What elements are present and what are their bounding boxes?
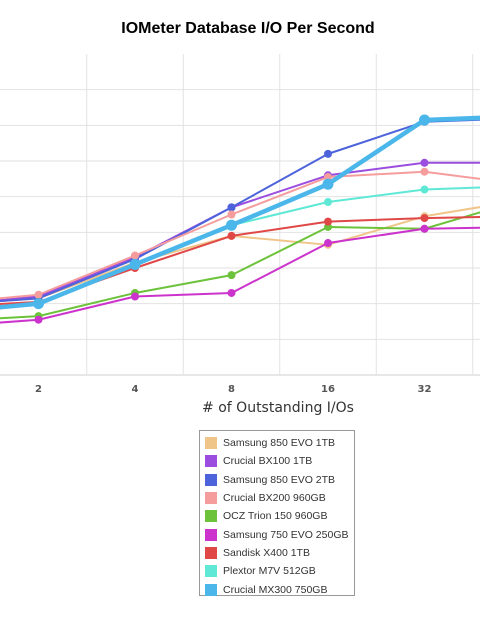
data-point [420,214,429,223]
legend-item: Crucial BX200 960GB [205,489,354,507]
series-line [0,216,480,306]
data-point [324,217,332,226]
legend-item: Samsung 850 EVO 2TB [205,471,354,489]
data-point [226,219,237,231]
x-axis-label: # of Outstanding I/Os [202,400,354,416]
legend-swatch [205,546,217,559]
x-tick-label: 32 [418,384,432,395]
data-point [419,114,430,126]
data-point [227,203,236,212]
legend: Samsung 850 EVO 1TB Crucial BX100 1TB Sams… [199,430,355,596]
legend-swatch [205,528,217,541]
x-tick-labels: 2 4 8 16 32 [35,384,431,395]
data-point [420,158,429,167]
legend-label: Samsung 850 EVO 1TB [223,437,336,450]
series-samsung-750-evo-250gb [0,224,480,324]
data-point [420,224,429,233]
plot-area: 2 4 8 16 32 [0,54,480,395]
data-point [33,298,44,310]
legend-swatch [205,437,217,450]
x-tick-label: 4 [132,384,139,395]
legend-item: Samsung 750 EVO 250GB [205,525,354,543]
legend-label: OCZ Trion 150 960GB [223,510,328,523]
series-line [0,226,480,324]
data-point [227,231,236,240]
legend-swatch [205,510,217,523]
data-point [131,292,139,301]
legend-swatch [205,583,217,596]
data-point [129,258,141,270]
legend-label: Samsung 750 EVO 250GB [223,528,349,541]
data-point [324,173,332,182]
data-point [34,290,43,299]
legend-item: OCZ Trion 150 960GB [205,507,354,525]
legend-item: Samsung 850 EVO 1TB [205,434,354,452]
legend-label: Crucial MX300 750GB [223,583,328,596]
data-point [324,198,332,207]
gridlines [0,54,480,376]
series-lines [0,114,480,324]
data-point [227,288,236,297]
data-point [324,149,332,158]
legend-swatch [205,455,217,468]
data-point [227,271,236,280]
legend-label: Crucial BX100 1TB [223,455,313,468]
data-point [324,239,332,248]
series-sandisk-x400-1tb [0,214,480,306]
legend-swatch [205,565,217,578]
chart-title: IOMeter Database I/O Per Second [121,20,375,37]
data-point [420,185,429,194]
legend-label: Plextor M7V 512GB [223,565,316,578]
legend-label: Samsung 850 EVO 2TB [223,473,336,486]
series-crucial-mx300-750gb [0,114,480,310]
legend-item: Plextor M7V 512GB [205,562,354,580]
series-ocz-trion-150-960gb [0,211,480,321]
legend-item: Crucial MX300 750GB [205,580,354,598]
data-point [420,167,429,176]
x-tick-label: 2 [35,384,42,395]
x-tick-label: 8 [228,384,235,395]
data-point [34,315,43,324]
data-point [322,178,334,190]
legend-item: Crucial BX100 1TB [205,452,354,470]
series-crucial-bx200-960gb [0,167,480,300]
legend-swatch [205,473,217,486]
legend-swatch [205,492,217,505]
legend-label: Crucial BX200 960GB [223,492,326,505]
x-tick-label: 16 [321,384,335,395]
data-point [227,210,236,219]
legend-label: Sandisk X400 1TB [223,546,310,559]
data-point [131,251,139,260]
legend-item: Sandisk X400 1TB [205,544,354,562]
